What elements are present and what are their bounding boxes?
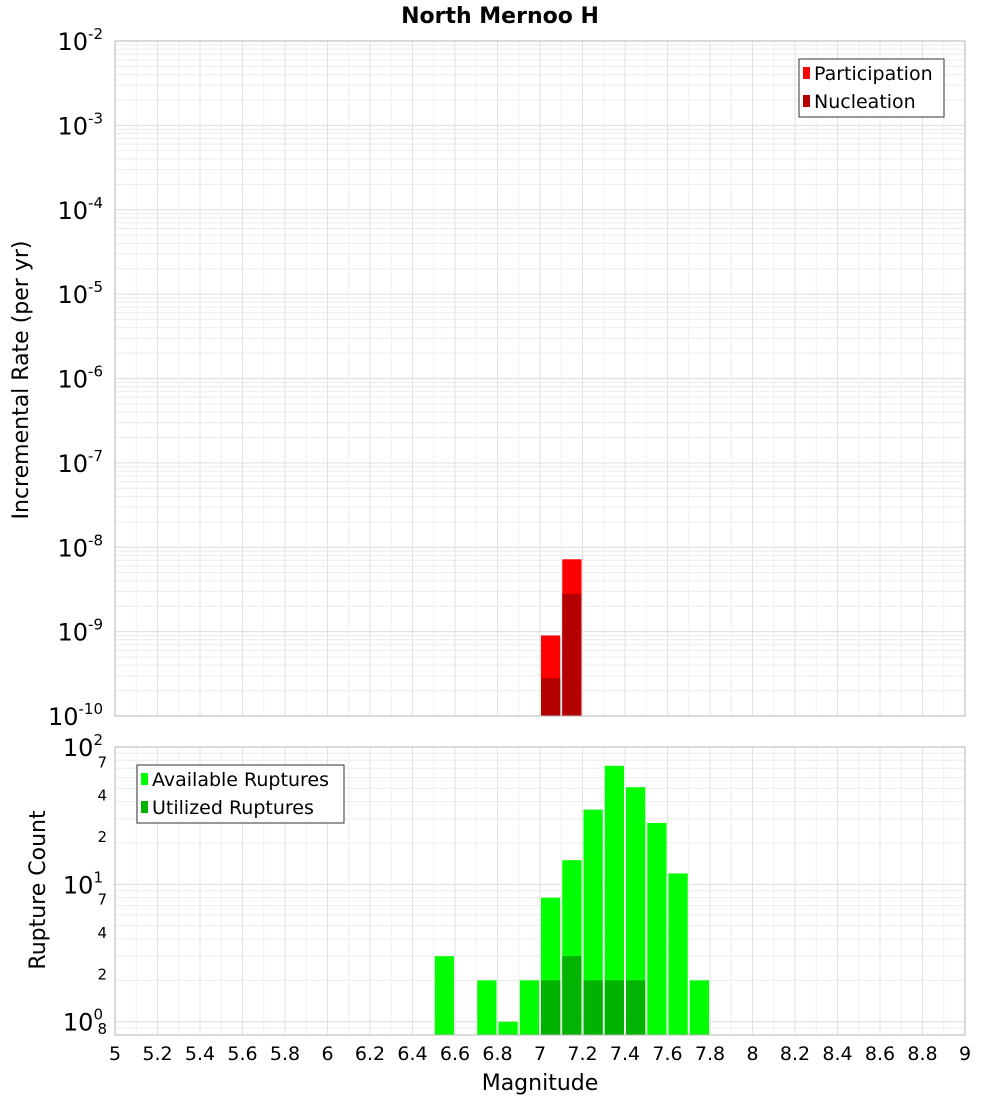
panel-rate: 10-2 10-3 10-4 10-5 10-6 10-7 10-8 10-9 10-10 Par…: [48, 25, 966, 731]
bars-count: [434, 765, 709, 1035]
x-tick-label: 7.6: [652, 1043, 682, 1065]
x-tick-label: 5.4: [185, 1043, 215, 1065]
legend-label: Nucleation: [814, 91, 916, 113]
y-tick-label: 10-7: [57, 447, 103, 478]
bar: [689, 980, 709, 1035]
plot-frame-rate: [114, 40, 966, 717]
x-tick-label: 8.8: [907, 1043, 937, 1065]
y-minor-tick-label: 7: [97, 891, 107, 909]
bar: [434, 956, 454, 1035]
y-tick-label: 10-3: [57, 109, 103, 140]
legend-swatch: [141, 801, 148, 813]
bar: [477, 980, 497, 1035]
y-minor-tick-label: 4: [97, 787, 107, 805]
y-minor-tick-label: 2: [97, 828, 107, 846]
bar: [583, 980, 603, 1035]
bar: [668, 873, 688, 1035]
x-axis-ticks: 5 5.2 5.4 5.6 5.8 6 6.2 6.4 6.6 6.8 7 7.2 7.4 7.6 7.8 8…: [109, 1043, 971, 1065]
bar: [541, 678, 561, 716]
bar: [583, 809, 603, 1035]
x-tick-label: 8.4: [822, 1043, 852, 1065]
x-tick-label: 7.2: [567, 1043, 597, 1065]
panel-count: 102 101 100 7 4 2 7 4 2 8 Available Ruptures Utiliz…: [63, 731, 966, 1038]
legend-swatch: [803, 95, 810, 107]
bar: [519, 980, 539, 1035]
x-tick-label: 6.6: [440, 1043, 470, 1065]
legend-label: Utilized Ruptures: [152, 797, 314, 819]
bar: [498, 1021, 518, 1035]
legend-box: [798, 58, 945, 118]
grid-rate: [115, 40, 966, 717]
x-tick-label: 7.8: [695, 1043, 725, 1065]
bar: [626, 980, 646, 1035]
y-tick-label: 10-2: [57, 25, 103, 56]
x-tick-label: 8.6: [865, 1043, 895, 1065]
y-minor-tick-label: 7: [97, 753, 107, 771]
x-tick-label: 6.2: [355, 1043, 385, 1065]
plot-frame-count: [114, 746, 966, 1036]
bars-rate: [541, 559, 582, 716]
y-tick-label: 101: [63, 868, 103, 899]
x-tick-label: 5.8: [270, 1043, 300, 1065]
y-tick-label: 100: [63, 1006, 103, 1037]
y-tick-label: 10-9: [57, 616, 103, 647]
y-minor-tick-label: 8: [97, 1020, 107, 1038]
x-axis-label: Magnitude: [482, 1071, 599, 1096]
y-tick-label: 10-5: [57, 278, 103, 309]
bar: [626, 787, 646, 1035]
x-tick-label: 6: [321, 1043, 333, 1065]
y-minor-tick-label: 4: [97, 924, 107, 942]
y-axis-label-count: Rupture Count: [26, 810, 51, 970]
bar: [604, 980, 624, 1035]
y-minor-tick-label: 2: [97, 965, 107, 983]
x-tick-label: 5: [109, 1043, 121, 1065]
y-tick-label: 10-4: [57, 194, 103, 225]
y-tick-label: 10-8: [57, 531, 103, 562]
x-tick-label: 8: [746, 1043, 758, 1065]
bar: [604, 765, 624, 1035]
legend-swatch: [803, 67, 810, 79]
panels-layer: 10-2 10-3 10-4 10-5 10-6 10-7 10-8 10-9 10-10 Par…: [48, 25, 971, 1065]
bar: [541, 980, 561, 1035]
legend-box: [136, 764, 345, 824]
x-tick-label: 6.8: [482, 1043, 512, 1065]
y-ticks-rate: 10-2 10-3 10-4 10-5 10-6 10-7 10-8 10-9 10-10: [48, 25, 103, 731]
bar: [562, 956, 582, 1035]
chart-title: North Mernoo H: [401, 4, 599, 29]
x-tick-label: 7: [534, 1043, 546, 1065]
x-tick-label: 5.6: [227, 1043, 257, 1065]
x-tick-label: 8.2: [780, 1043, 810, 1065]
x-tick-label: 5.2: [142, 1043, 172, 1065]
bar: [647, 822, 667, 1035]
legend-count: Available Ruptures Utilized Ruptures: [136, 764, 345, 824]
legend-label: Participation: [814, 63, 933, 85]
y-tick-label: 10-6: [57, 363, 103, 394]
y-axis-label-rate: Incremental Rate (per yr): [9, 241, 34, 520]
y-ticks-count: 102 101 100 7 4 2 7 4 2 8: [63, 731, 107, 1038]
legend-rate: Participation Nucleation: [798, 58, 945, 118]
legend-label: Available Ruptures: [152, 769, 329, 791]
y-tick-label: 10-10: [48, 700, 103, 731]
y-tick-label: 102: [63, 731, 103, 762]
x-tick-label: 6.4: [397, 1043, 427, 1065]
legend-swatch: [141, 773, 148, 785]
bar: [562, 593, 582, 716]
x-tick-label: 9: [959, 1043, 971, 1065]
x-tick-label: 7.4: [610, 1043, 640, 1065]
